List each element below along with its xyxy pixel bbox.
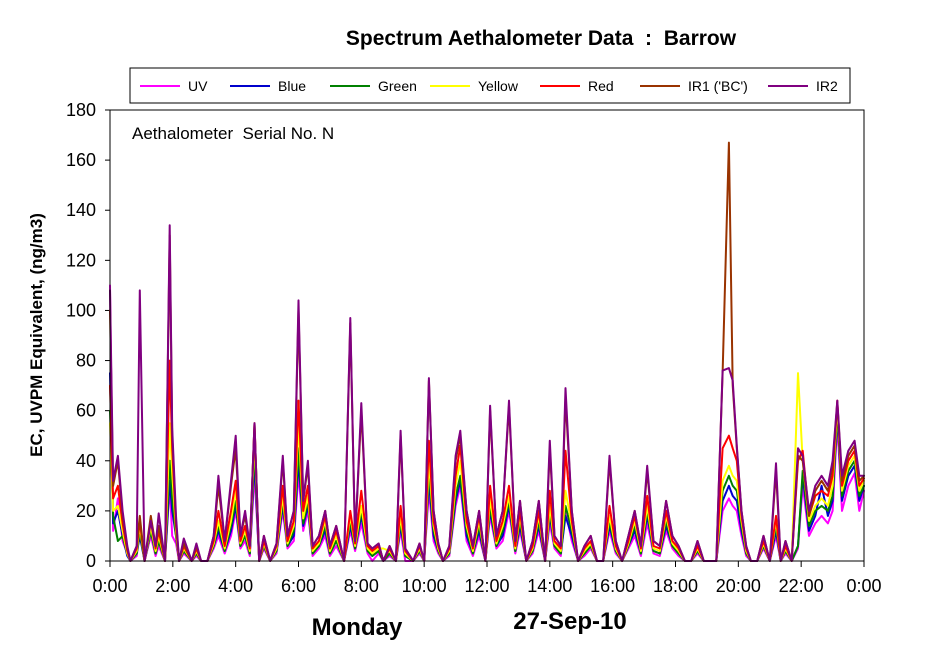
x-tick-label: 2:00 — [155, 576, 190, 596]
day-label: Monday — [312, 614, 403, 641]
y-tick-label: 0 — [86, 551, 96, 571]
x-tick-label: 0:00 — [846, 576, 881, 596]
legend-label: Blue — [278, 78, 306, 94]
legend-label: UV — [188, 78, 208, 94]
x-tick-label: 20:00 — [716, 576, 761, 596]
legend-items: UV Blue Green Yellow Red IR1 ('BC') IR2 — [140, 78, 838, 94]
legend-label: IR1 ('BC') — [688, 78, 748, 94]
y-tick-label: 40 — [76, 451, 96, 471]
x-tick-label: 22:00 — [779, 576, 824, 596]
x-axis-ticks: 0:00 2:00 4:00 6:00 8:00 10:00 12:00 14:00 16:00… — [92, 561, 882, 596]
x-tick-label: 10:00 — [402, 576, 447, 596]
legend-label: Green — [378, 78, 417, 94]
chart-title: Spectrum Aethalometer Data : Barrow — [346, 27, 737, 50]
y-tick-label: 100 — [66, 300, 96, 320]
x-tick-label: 6:00 — [281, 576, 316, 596]
x-tick-label: 18:00 — [653, 576, 698, 596]
y-tick-label: 140 — [66, 200, 96, 220]
y-axis-label: EC, UVPM Equivalent, (ng/m3) — [27, 213, 46, 457]
series-line-ir2 — [109, 224, 865, 562]
x-tick-label: 0:00 — [92, 576, 127, 596]
chart-annotation: Aethalometer Serial No. N — [132, 124, 334, 143]
y-tick-label: 80 — [76, 351, 96, 371]
y-axis-ticks: 0 20 40 60 80 100 120 140 160 180 — [66, 100, 110, 571]
series-line-uv — [109, 284, 865, 562]
x-tick-label: 16:00 — [590, 576, 635, 596]
legend: UV Blue Green Yellow Red IR1 ('BC') IR2 — [129, 67, 851, 104]
y-tick-label: 120 — [66, 250, 96, 270]
y-tick-label: 160 — [66, 150, 96, 170]
series-line-yellow — [109, 372, 865, 562]
x-tick-label: 8:00 — [344, 576, 379, 596]
legend-label: Yellow — [478, 78, 519, 94]
x-tick-label: 4:00 — [218, 576, 253, 596]
x-tick-label: 14:00 — [527, 576, 572, 596]
series-lines — [109, 141, 865, 562]
y-tick-label: 180 — [66, 100, 96, 120]
legend-label: IR2 — [816, 78, 838, 94]
y-tick-label: 60 — [76, 401, 96, 421]
legend-label: Red — [588, 78, 614, 94]
x-tick-label: 12:00 — [464, 576, 509, 596]
date-label: 27-Sep-10 — [513, 608, 626, 635]
y-tick-label: 20 — [76, 501, 96, 521]
plot-area-border — [109, 109, 865, 562]
